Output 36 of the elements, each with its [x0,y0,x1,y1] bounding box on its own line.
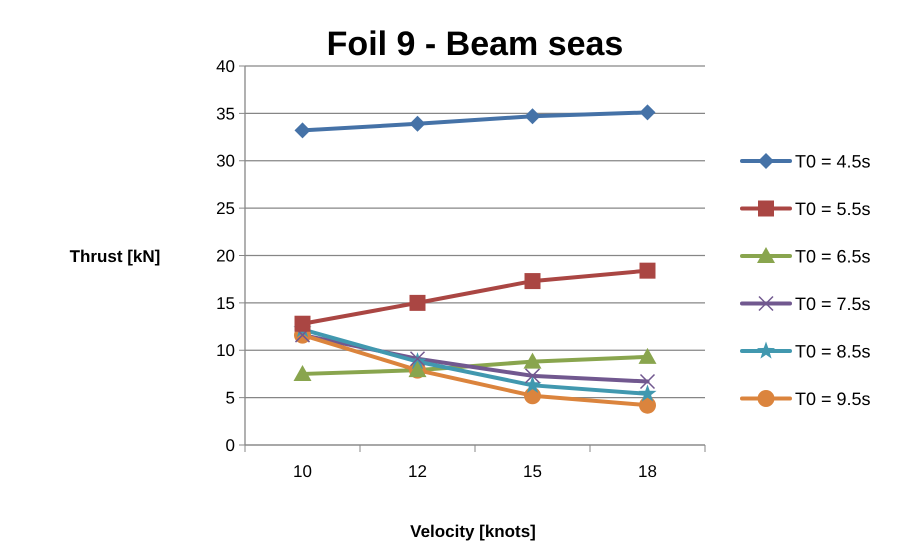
y-tick-label: 25 [216,199,235,218]
point [638,384,657,402]
point [294,122,310,138]
point [640,374,656,390]
y-tick-label: 20 [216,246,235,266]
y-tick-label: 30 [216,152,235,171]
legend-label: T0 = 8.5s [795,341,871,362]
point [524,368,540,384]
legend-label: T0 = 6.5s [795,246,871,266]
x-axis-title: Velocity [knots] [410,522,536,541]
x-tick-label: 10 [293,462,312,481]
legend-label: T0 = 5.5s [795,198,871,219]
x-tick-label: 12 [408,462,427,481]
legend-label: T0 = 9.5s [795,388,871,409]
x-tick-label: 18 [638,462,657,481]
point [410,116,426,132]
y-tick-label: 5 [226,388,235,408]
point [410,294,426,311]
y-tick-label: 35 [216,104,235,124]
y-tick-label: 0 [226,436,235,455]
legend-label: T0 = 4.5s [795,151,871,172]
point [640,104,656,120]
point [524,273,540,290]
y-axis-title: Thrust [kN] [70,246,160,266]
x-tick-label: 15 [523,462,542,481]
point [294,316,310,332]
point [524,108,540,124]
point [524,352,542,369]
point [640,262,656,279]
y-tick-label: 40 [216,56,235,76]
point [294,364,312,381]
chart-title: Foil 9 - Beam seas [326,25,624,63]
point [638,348,656,364]
y-tick-label: 10 [216,341,235,360]
y-tick-label: 15 [216,294,235,313]
legend-label: T0 = 7.5s [795,294,871,314]
